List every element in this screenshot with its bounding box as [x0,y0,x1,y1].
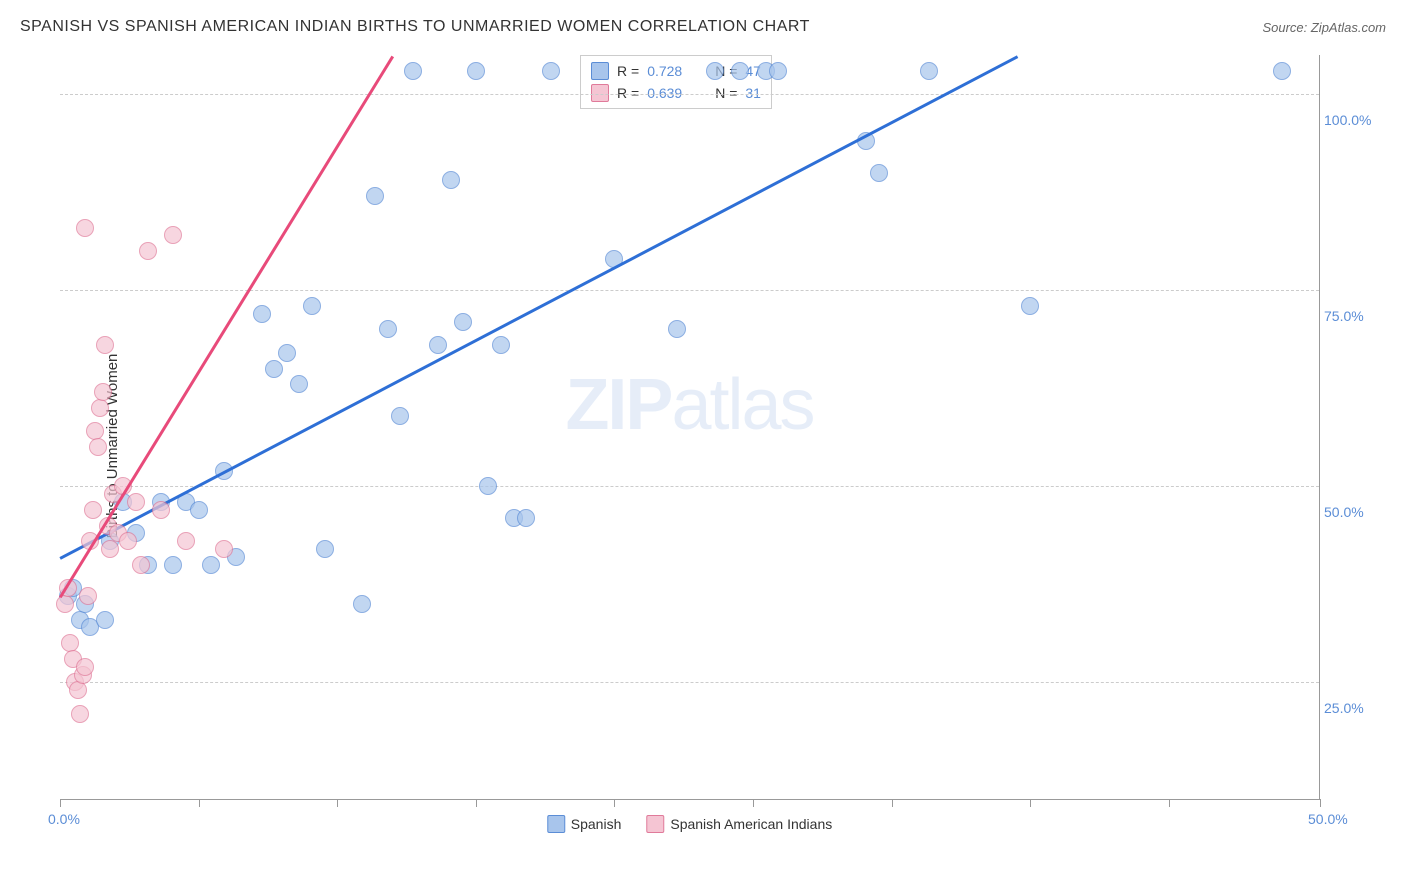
data-point [429,336,447,354]
data-point [202,556,220,574]
legend-label: Spanish American Indians [670,816,832,832]
y-tick-label: 100.0% [1324,112,1379,128]
data-point [366,187,384,205]
legend-swatch [591,62,609,80]
data-point [706,62,724,80]
data-point [127,493,145,511]
data-point [91,399,109,417]
data-point [479,477,497,495]
data-point [920,62,938,80]
x-tick [337,799,338,807]
correlation-legend-row: R = 0.639 N = 31 [591,82,761,104]
n-label: N = [715,85,737,101]
data-point [454,313,472,331]
x-tick [753,799,754,807]
data-point [89,438,107,456]
data-point [69,681,87,699]
x-tick-label: 50.0% [1308,811,1348,827]
data-point [76,219,94,237]
n-value: 31 [745,85,761,101]
chart-title: SPANISH VS SPANISH AMERICAN INDIAN BIRTH… [20,18,810,36]
data-point [76,658,94,676]
data-point [177,532,195,550]
x-tick [892,799,893,807]
x-tick [1320,799,1321,807]
data-point [769,62,787,80]
title-bar: SPANISH VS SPANISH AMERICAN INDIAN BIRTH… [20,18,1386,36]
data-point [870,164,888,182]
data-point [164,556,182,574]
data-point [101,540,119,558]
data-point [442,171,460,189]
x-tick [60,799,61,807]
data-point [96,611,114,629]
data-point [96,336,114,354]
data-point [71,705,89,723]
data-point [132,556,150,574]
legend-label: Spanish [571,816,622,832]
plot-area: ZIPatlas R = 0.728N = 47R = 0.639N = 31 … [60,55,1320,800]
data-point [79,587,97,605]
data-point [253,305,271,323]
data-point [56,595,74,613]
r-label: R = [617,63,639,79]
series-legend: Spanish Spanish American Indians [547,815,832,833]
data-point [316,540,334,558]
data-point [164,226,182,244]
r-value: 0.639 [647,85,697,101]
data-point [668,320,686,338]
legend-swatch [646,815,664,833]
y-tick-label: 75.0% [1324,308,1379,324]
r-value: 0.728 [647,63,697,79]
data-point [492,336,510,354]
data-point [303,297,321,315]
x-tick [614,799,615,807]
data-point [139,242,157,260]
series-legend-item: Spanish American Indians [646,815,832,833]
x-tick [199,799,200,807]
data-point [404,62,422,80]
data-point [467,62,485,80]
trend-line [59,56,394,598]
data-point [1021,297,1039,315]
y-tick-label: 25.0% [1324,700,1379,716]
y-tick-label: 50.0% [1324,504,1379,520]
x-tick [476,799,477,807]
data-point [290,375,308,393]
x-tick-label: 0.0% [48,811,80,827]
legend-swatch [591,84,609,102]
series-legend-item: Spanish [547,815,622,833]
data-point [152,501,170,519]
data-point [278,344,296,362]
data-point [190,501,208,519]
data-point [119,532,137,550]
source-label: Source: ZipAtlas.com [1262,20,1386,35]
grid-line [60,682,1319,683]
data-point [215,540,233,558]
watermark-light: atlas [671,365,813,445]
data-point [1273,62,1291,80]
legend-swatch [547,815,565,833]
data-point [517,509,535,527]
data-point [94,383,112,401]
x-tick [1030,799,1031,807]
data-point [265,360,283,378]
data-point [353,595,371,613]
r-label: R = [617,85,639,101]
data-point [379,320,397,338]
grid-line [60,94,1319,95]
watermark-bold: ZIP [565,365,671,445]
data-point [731,62,749,80]
data-point [542,62,560,80]
watermark: ZIPatlas [565,364,813,446]
grid-line [60,486,1319,487]
data-point [391,407,409,425]
x-tick [1169,799,1170,807]
trend-line [59,55,1018,559]
data-point [84,501,102,519]
